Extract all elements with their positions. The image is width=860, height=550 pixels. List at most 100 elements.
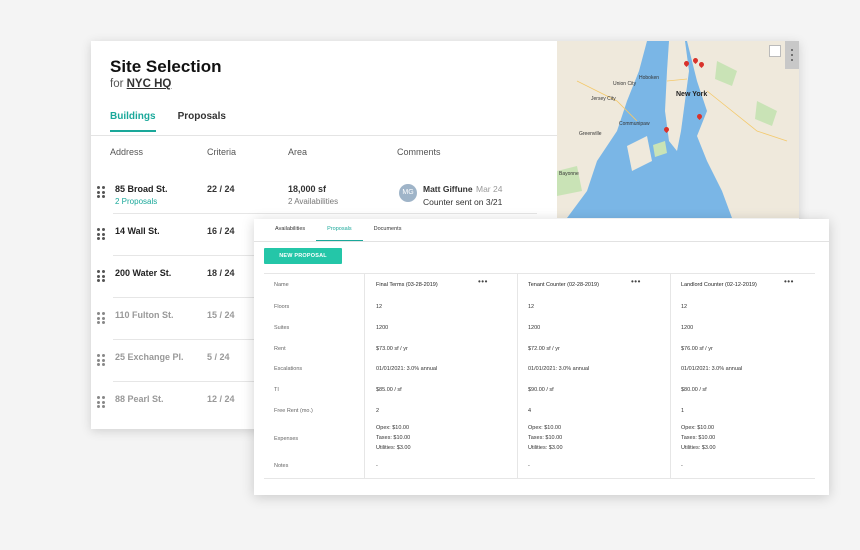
proposal-suites: 1200 [376,325,389,331]
proposal-expense-utilities: Utilities: $3.00 [528,445,563,451]
tab-documents[interactable]: Documents [373,226,402,232]
row-label-expenses: Expenses [274,436,299,442]
drag-handle-icon[interactable] [97,312,105,324]
proposal-notes: - [528,463,530,469]
row-label-notes: Notes [274,463,289,469]
building-address: 14 Wall St. [115,226,160,236]
proposal-expense-opex: Opex: $10.00 [376,425,410,431]
row-label-ti: TI [274,387,279,393]
proposal-name: Tenant Counter (02-28-2019) [528,282,599,288]
proposal-rent: $76.00 sf / yr [681,346,713,352]
proposal-ti: $80.00 / sf [681,387,707,393]
more-horizontal-icon[interactable]: ••• [784,277,794,286]
proposal-free-rent: 1 [681,408,685,414]
map-label-communipaw: Communipaw [619,121,650,127]
proposal-escalations: 01/01/2021: 3.0% annual [376,366,438,372]
tab-availabilities[interactable]: Availabilities [275,226,306,232]
proposal-rent: $72.00 sf / yr [528,346,560,352]
proposal-free-rent: 4 [528,408,532,414]
proposal-notes: - [681,463,683,469]
table-row[interactable]: 85 Broad St. 2 Proposals 22 / 24 18,000 … [91,172,557,214]
criteria-score: 5 / 24 [207,352,230,362]
proposal-floors: 12 [528,304,535,310]
proposals-detail-panel: Availabilities Proposals Documents NEW P… [254,219,829,495]
column-header-address[interactable]: Address [110,147,144,157]
comment-text: Counter sent on 3/21 [423,197,503,207]
column-header-area[interactable]: Area [288,147,308,157]
criteria-score: 16 / 24 [207,226,235,236]
tab-proposals[interactable]: Proposals [177,111,226,122]
proposal-escalations: 01/01/2021: 3.0% annual [528,366,590,372]
drag-handle-icon[interactable] [97,186,105,198]
page-subtitle: for NYC HQ [110,78,171,90]
proposals-count-link[interactable]: 2 Proposals [115,197,158,206]
drag-handle-icon[interactable] [97,396,105,408]
map-terrain [557,41,799,218]
column-divider [670,273,671,479]
column-divider [517,273,518,479]
proposal-free-rent: 2 [376,408,380,414]
drag-handle-icon[interactable] [97,354,105,366]
building-address: 200 Water St. [115,268,172,278]
criteria-score: 22 / 24 [207,184,235,194]
row-divider [113,213,537,214]
proposal-floors: 12 [681,304,688,310]
proposal-ti: $85.00 / sf [376,387,402,393]
more-horizontal-icon[interactable]: ••• [478,277,488,286]
building-area: 18,000 sf [288,184,327,194]
row-label-free-rent: Free Rent (mo.) [274,408,313,414]
proposal-expense-taxes: Taxes: $10.00 [681,435,716,441]
proposal-expense-opex: Opex: $10.00 [681,425,715,431]
availabilities-count: 2 Availabilities [288,197,339,206]
new-proposal-button[interactable]: NEW PROPOSAL [264,248,342,264]
comment-date: Mar 24 [476,184,503,194]
subtitle-prefix: for [110,78,124,90]
row-label-rent: Rent [274,346,286,352]
proposal-rent: $73.00 sf / yr [376,346,408,352]
proposal-expense-utilities: Utilities: $3.00 [376,445,411,451]
map-more-icon[interactable] [785,41,799,69]
tab-proposals-detail[interactable]: Proposals [316,219,363,241]
proposal-ti: $90.00 / sf [528,387,554,393]
building-address: 85 Broad St. [115,184,168,194]
proposals-table: Name Floors Suites Rent Escalations TI F… [264,273,815,479]
drag-handle-icon[interactable] [97,270,105,282]
row-label-escalations: Escalations [274,366,303,372]
drag-handle-icon[interactable] [97,228,105,240]
building-address: 110 Fulton St. [115,310,174,320]
table-border [264,478,815,479]
proposal-suites: 1200 [528,325,541,331]
proposal-floors: 12 [376,304,383,310]
column-header-criteria[interactable]: Criteria [207,147,237,157]
project-link[interactable]: NYC HQ [126,78,172,90]
criteria-score: 15 / 24 [207,310,235,320]
proposal-escalations: 01/01/2021: 3.0% annual [681,366,743,372]
map-label-new-york: New York [676,91,708,98]
criteria-score: 12 / 24 [207,394,235,404]
proposal-expense-opex: Opex: $10.00 [528,425,562,431]
proposal-expense-taxes: Taxes: $10.00 [528,435,563,441]
map-label-union-city: Union City [613,81,637,87]
row-label-name: Name [274,282,289,288]
criteria-score: 18 / 24 [207,268,235,278]
column-header-comments[interactable]: Comments [397,147,441,157]
detail-tabs-divider [254,241,829,242]
page-title: Site Selection [110,57,222,76]
proposal-name: Landlord Counter (02-12-2019) [681,282,757,288]
proposal-suites: 1200 [681,325,694,331]
detail-tabs: Availabilities Proposals Documents [264,219,412,241]
map-view[interactable]: New York Jersey City Hoboken Bayonne Com… [557,41,799,218]
map-label-greenville: Greenville [579,131,602,137]
row-label-suites: Suites [274,325,290,331]
map-fullscreen-button[interactable] [769,45,781,57]
avatar: MG [399,184,417,202]
building-address: 25 Exchange Pl. [115,352,184,362]
main-tabs: Buildings Proposals [110,111,226,132]
table-row[interactable]: 88 Pearl St. 12 / 24 [91,382,557,424]
more-horizontal-icon[interactable]: ••• [631,277,641,286]
proposal-notes: - [376,463,378,469]
row-label-floors: Floors [274,304,290,310]
comment-author: Matt Giffune [423,184,473,194]
tabs-divider [91,135,557,136]
tab-buildings[interactable]: Buildings [110,111,156,132]
